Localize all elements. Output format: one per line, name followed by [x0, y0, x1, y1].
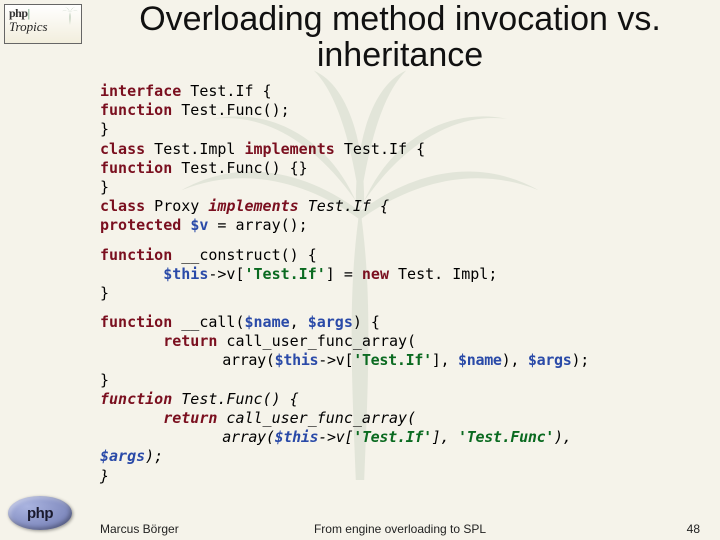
slide-title: Overloading method invocation vs. inheri…: [100, 2, 700, 73]
palm-icon: [61, 7, 79, 25]
footer-title: From engine overloading to SPL: [100, 522, 700, 536]
code-block: interface Test.If { function Test.Func()…: [100, 82, 700, 486]
php-logo-text: php: [27, 505, 53, 522]
logo-php-text: php: [9, 6, 28, 20]
php-logo-bottom: php: [8, 496, 78, 536]
brand-logo-top: php| Tropics: [4, 4, 82, 44]
footer-author: Marcus Börger: [100, 522, 179, 536]
logo-tropics-text: Tropics: [9, 19, 48, 34]
footer-page: 48: [687, 522, 700, 536]
slide-footer: Marcus Börger From engine overloading to…: [100, 522, 700, 536]
logo-bar: |: [28, 6, 31, 20]
